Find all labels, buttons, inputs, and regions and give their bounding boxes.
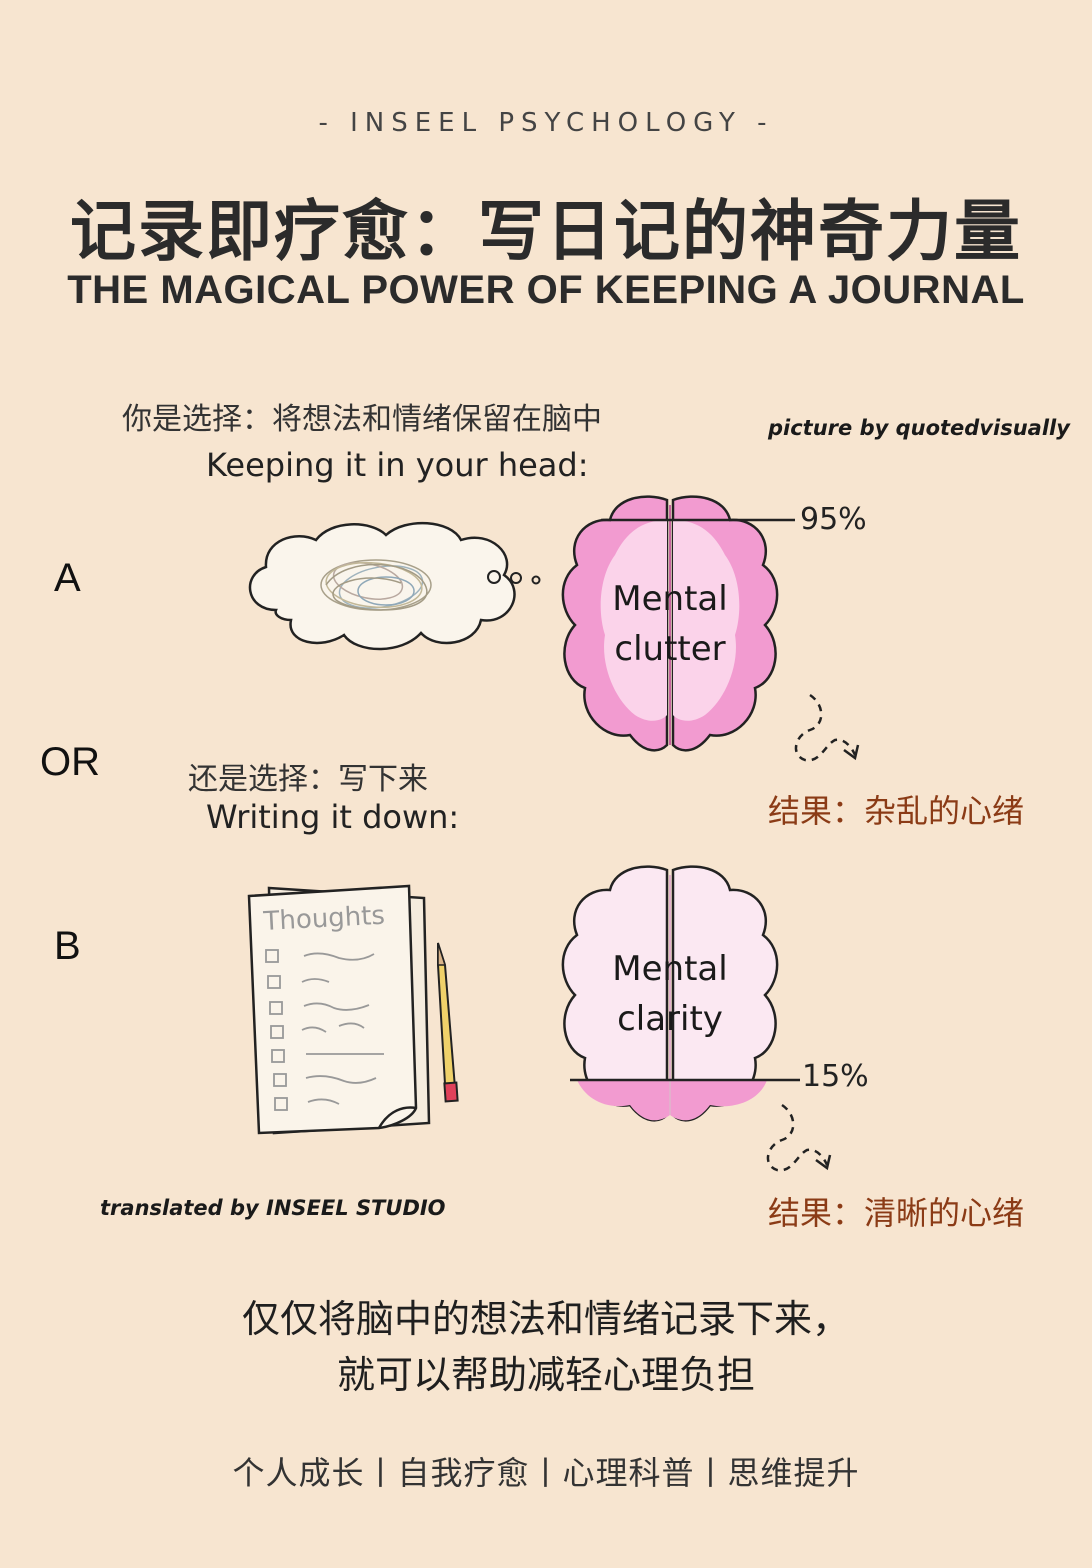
option-b-letter: B bbox=[54, 924, 81, 968]
option-b-result: 结果：清晰的心绪 bbox=[768, 1194, 1025, 1232]
title-chinese: 记录即疗愈：写日记的神奇力量 bbox=[70, 193, 1022, 270]
option-a-percent: 95% bbox=[800, 502, 867, 537]
brain-clutter-illustration bbox=[561, 495, 795, 752]
brand-label: - INSEEL PSYCHOLOGY - bbox=[318, 108, 774, 138]
option-a-letter: A bbox=[54, 556, 81, 600]
translation-credit: translated by INSEEL STUDIO bbox=[100, 1196, 446, 1220]
arrow-down-icon bbox=[794, 693, 860, 762]
arrow-down-icon bbox=[766, 1103, 832, 1172]
option-b-caption-chinese: 还是选择：写下来 bbox=[188, 762, 428, 797]
option-a-caption-chinese: 你是选择：将想法和情绪保留在脑中 bbox=[122, 402, 602, 437]
checklist-icon bbox=[265, 949, 384, 1111]
option-b-percent: 15% bbox=[802, 1059, 869, 1094]
topic-tags: 个人成长丨自我疗愈丨心理科普丨思维提升 bbox=[232, 1454, 860, 1492]
brain-b-label-line1: Mental bbox=[612, 949, 728, 989]
brain-clarity-illustration bbox=[561, 865, 800, 1122]
option-b-caption-english: Writing it down: bbox=[206, 798, 460, 836]
tangled-scribble-icon bbox=[320, 559, 432, 611]
picture-credit: picture by quotedvisually bbox=[768, 416, 1070, 440]
brain-a-label-line1: Mental bbox=[612, 579, 728, 619]
summary-line-1: 仅仅将脑中的想法和情绪记录下来， bbox=[241, 1297, 850, 1341]
brain-b-label-line2: clarity bbox=[617, 999, 723, 1039]
thought-cloud-illustration bbox=[248, 521, 541, 651]
pencil-icon bbox=[437, 942, 459, 1103]
option-a-caption-english: Keeping it in your head: bbox=[206, 446, 589, 484]
title-english: THE MAGICAL POWER OF KEEPING A JOURNAL bbox=[67, 268, 1025, 312]
brain-a-label-line2: clutter bbox=[614, 629, 726, 669]
journal-paper-illustration: Thoughts bbox=[247, 884, 431, 1135]
option-a-result: 结果：杂乱的心绪 bbox=[768, 792, 1025, 830]
or-label: OR bbox=[40, 740, 100, 784]
summary-line-2: 就可以帮助减轻心理负担 bbox=[336, 1353, 755, 1397]
paper-title: Thoughts bbox=[262, 901, 386, 937]
